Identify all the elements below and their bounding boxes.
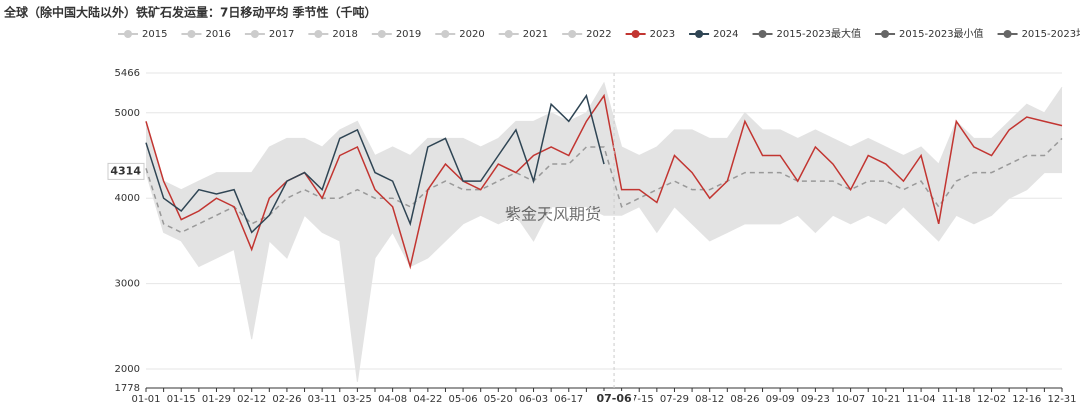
x-tick-label: 08-26 <box>730 394 759 405</box>
x-tick-label: 03-25 <box>343 394 372 405</box>
legend-label: 2015-2023均值 <box>1022 27 1080 40</box>
legend-label: 2015-2023最大值 <box>777 27 862 40</box>
x-tick-label: 12-02 <box>977 394 1006 405</box>
legend-item[interactable]: 2015-2023最大值 <box>752 27 862 40</box>
legend-item[interactable]: 2020 <box>435 29 485 40</box>
legend-label: 2015-2023最小值 <box>899 27 984 40</box>
legend-item[interactable]: 2015 <box>118 29 167 40</box>
x-tick-label: 06-17 <box>554 394 583 405</box>
legend-dot <box>1003 30 1012 38</box>
x-tick-label: 02-26 <box>272 394 301 405</box>
x-tick-label: 10-21 <box>871 394 900 405</box>
legend-dot <box>631 30 640 38</box>
y-tick-label: 4000 <box>115 193 140 204</box>
legend-item[interactable]: 2019 <box>371 29 421 40</box>
x-tick-label: 04-08 <box>378 394 407 405</box>
legend-dot <box>250 30 259 38</box>
pointer-x-label: 07-06 <box>596 392 632 405</box>
legend-dot <box>441 30 450 38</box>
legend-label: 2017 <box>269 29 294 40</box>
legend-dot <box>568 30 577 38</box>
x-tick-label: 11-18 <box>942 394 971 405</box>
legend-dot <box>695 30 704 38</box>
legend-item[interactable]: 2021 <box>498 29 548 40</box>
y-tick-label: 3000 <box>115 279 140 290</box>
legend-item[interactable]: 2016 <box>181 29 231 40</box>
x-tick-label: 04-22 <box>413 394 442 405</box>
y-tick-label: 5000 <box>115 108 140 119</box>
x-tick-label: 11-04 <box>907 394 936 405</box>
y-tick-label: 2000 <box>115 364 140 375</box>
x-tick-label: 02-12 <box>237 394 266 405</box>
x-tick-label: 12-31 <box>1047 394 1076 405</box>
legend-label: 2019 <box>396 29 421 40</box>
legend-label: 2018 <box>332 29 357 40</box>
legend-dot <box>187 30 196 38</box>
x-tick-label: 05-06 <box>449 394 478 405</box>
legend-item[interactable]: 2015-2023均值 <box>997 27 1080 40</box>
pointer-y-label: 4314 <box>110 164 141 177</box>
legend-item[interactable]: 2018 <box>308 29 358 40</box>
legend-label: 2022 <box>586 29 611 40</box>
x-tick-label: 03-11 <box>308 394 337 405</box>
legend-dot <box>124 30 132 38</box>
pointer-y-box <box>107 162 145 180</box>
chart-title: 全球（除中国大陆以外）铁矿石发运量：7日移动平均 季节性（千吨） <box>3 5 377 20</box>
x-tick-label: 09-23 <box>801 394 830 405</box>
legend-dot <box>504 30 513 38</box>
x-tick-label: 05-20 <box>484 394 513 405</box>
x-tick-label: 09-09 <box>766 394 795 405</box>
series-line <box>145 172 1062 382</box>
legend-dot <box>881 30 890 38</box>
legend-label: 2015 <box>142 29 167 40</box>
x-tick-label: 06-03 <box>519 394 548 405</box>
legend-label: 2023 <box>650 29 675 40</box>
legend-dot <box>377 30 386 38</box>
x-tick-label: 10-07 <box>836 394 865 405</box>
series-line <box>145 81 1063 191</box>
legend-label: 2021 <box>523 29 548 40</box>
legend-item[interactable]: 2023 <box>625 29 675 40</box>
x-tick-label: 07-15 <box>625 394 654 405</box>
series-line <box>145 137 1063 234</box>
legend-item[interactable]: 2022 <box>562 29 612 40</box>
watermark: 紫金天风期货 <box>505 205 601 224</box>
range-band <box>146 82 1062 382</box>
legend-label: 2024 <box>713 29 738 40</box>
legend-item[interactable]: 2017 <box>244 29 294 40</box>
legend-item[interactable]: 2015-2023最小值 <box>875 27 984 40</box>
x-tick-label: 01-01 <box>131 394 160 405</box>
legend-label: 2016 <box>205 29 230 40</box>
x-tick-label: 12-16 <box>1012 394 1041 405</box>
y-tick-label: 5466 <box>115 68 140 79</box>
x-tick-label: 08-12 <box>695 394 724 405</box>
x-tick-label: 07-29 <box>660 394 689 405</box>
pointer-x-box <box>594 391 635 406</box>
legend-label: 2020 <box>459 29 484 40</box>
x-tick-label: 01-29 <box>202 394 231 405</box>
series-line <box>145 93 605 234</box>
y-tick-label: 1778 <box>115 383 140 394</box>
legend-dot <box>314 30 323 38</box>
legend-item[interactable]: 2024 <box>689 29 739 40</box>
x-tick-label: 01-15 <box>167 394 196 405</box>
legend-dot <box>758 30 767 38</box>
